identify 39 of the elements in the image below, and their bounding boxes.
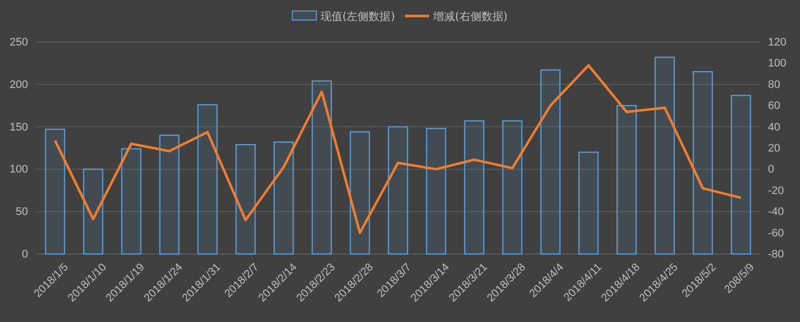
y-tick-label: 250 bbox=[10, 36, 28, 49]
y2-tick-label: 60 bbox=[768, 100, 780, 112]
y2-tick-label: -60 bbox=[768, 227, 784, 240]
y-tick-label: 50 bbox=[16, 206, 28, 218]
legend-label: 增减(右侧数据) bbox=[432, 10, 508, 23]
bar bbox=[616, 105, 637, 255]
y2-tick-label: -40 bbox=[768, 206, 784, 218]
bar bbox=[83, 168, 104, 255]
line-series bbox=[54, 64, 742, 234]
bar bbox=[654, 56, 675, 255]
y2-tick-label: 80 bbox=[768, 78, 780, 91]
legend-label: 现值(左侧数据) bbox=[320, 10, 395, 23]
bar bbox=[159, 134, 180, 255]
bar bbox=[44, 128, 66, 255]
y2-tick-label: 40 bbox=[768, 121, 780, 134]
bar bbox=[121, 148, 142, 255]
y-tick-label: 150 bbox=[10, 121, 28, 134]
bar bbox=[312, 80, 332, 255]
bar bbox=[350, 131, 370, 255]
bar bbox=[464, 120, 484, 255]
bar bbox=[274, 141, 294, 255]
bar bbox=[235, 144, 256, 255]
bar bbox=[197, 104, 218, 255]
y2-tick-label: 100 bbox=[768, 58, 786, 70]
bar bbox=[426, 128, 446, 255]
y2-tick-label: 20 bbox=[768, 142, 780, 155]
y-tick-label: 0 bbox=[22, 248, 28, 261]
y2-tick-label: 0 bbox=[768, 164, 774, 176]
bar bbox=[502, 120, 522, 255]
bar bbox=[578, 152, 599, 255]
bar bbox=[540, 69, 561, 255]
y-tick-label: 100 bbox=[10, 164, 28, 176]
bar bbox=[730, 94, 752, 255]
y-tick-label: 200 bbox=[10, 78, 28, 91]
bar bbox=[692, 71, 713, 255]
y2-tick-label: -80 bbox=[768, 248, 784, 261]
y2-tick-label: -20 bbox=[768, 184, 784, 197]
bar bbox=[388, 126, 408, 255]
y2-tick-label: 120 bbox=[768, 36, 786, 49]
